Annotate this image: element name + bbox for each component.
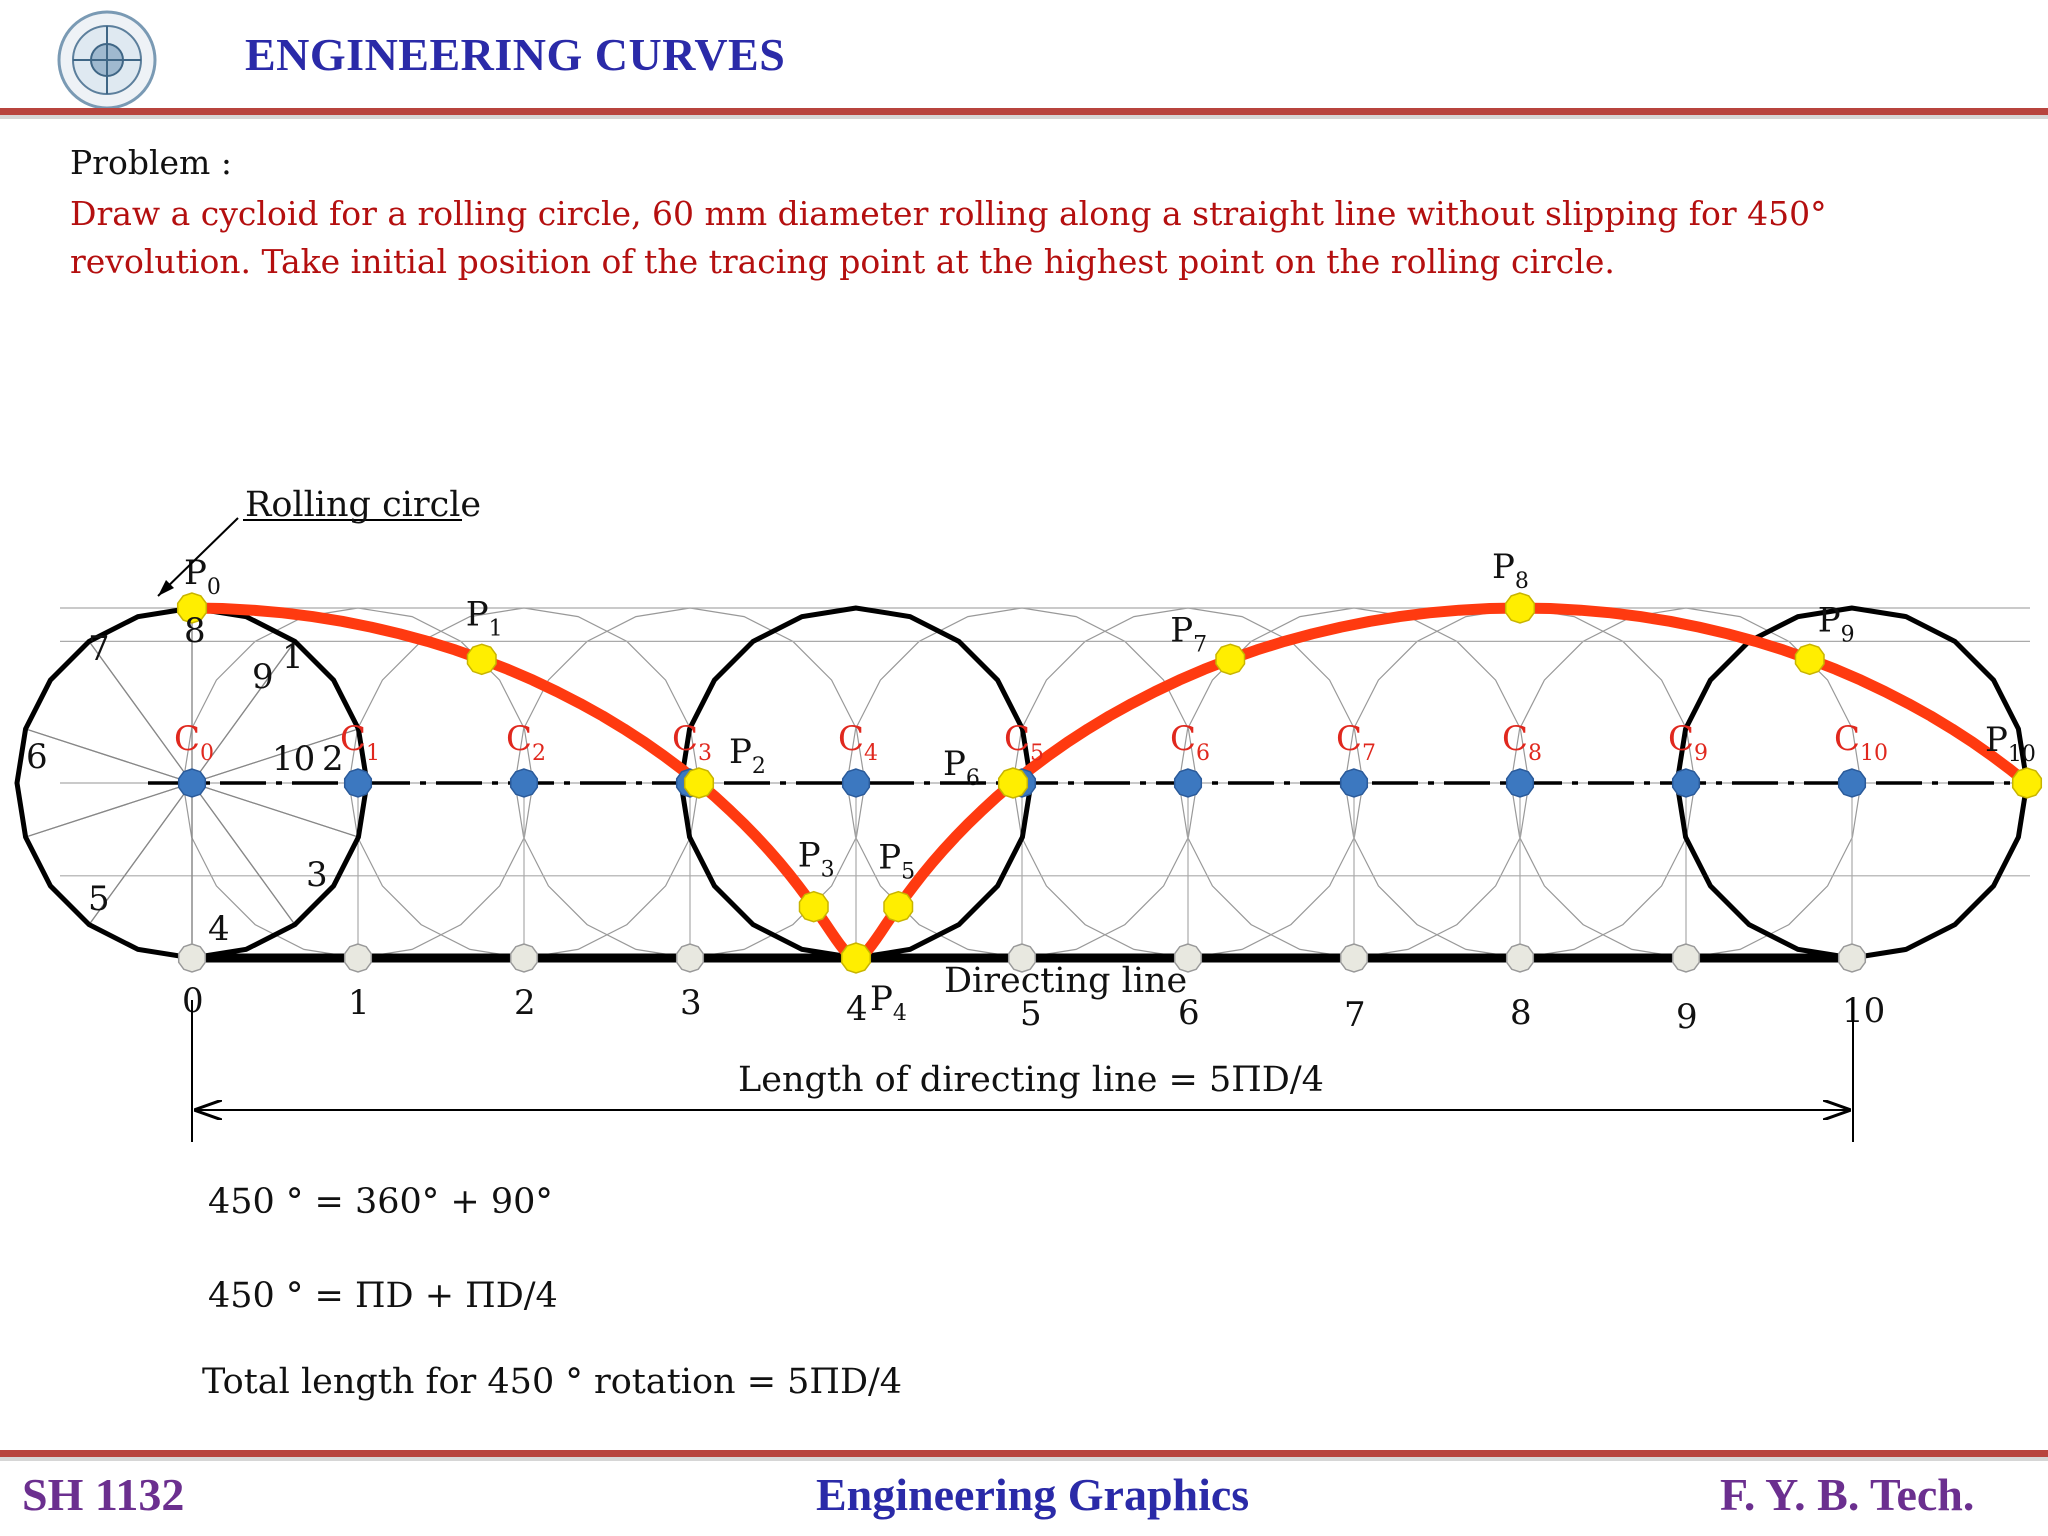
centre-dot-1 bbox=[343, 768, 373, 798]
problem-heading: Problem : bbox=[70, 143, 232, 182]
tracing-point-dot-5 bbox=[883, 890, 914, 923]
institute-logo bbox=[57, 10, 157, 110]
centre-label-8: C8 bbox=[1502, 719, 1542, 766]
tracing-point-dot-1 bbox=[466, 643, 497, 676]
point-label-5: P5 bbox=[878, 838, 915, 885]
base-division-dot-0 bbox=[177, 943, 207, 973]
leader-arrow-head bbox=[158, 580, 174, 596]
point-label-10: P10 bbox=[1985, 720, 2036, 767]
point-label-1: P1 bbox=[466, 594, 503, 641]
centre-dot-0 bbox=[177, 768, 207, 798]
line-division-label-5: 5 bbox=[1020, 994, 1042, 1034]
point-label-9: P9 bbox=[1818, 600, 1855, 647]
tracing-point-dot-0 bbox=[176, 592, 208, 624]
directing-line-label: Directing line bbox=[944, 961, 1187, 1001]
circle-division-label-6: 6 bbox=[26, 737, 48, 777]
page-title: ENGINEERING CURVES bbox=[245, 29, 786, 80]
base-division-dot-5 bbox=[1007, 943, 1037, 973]
equation-2: 450 ° = ΠD + ΠD/4 bbox=[208, 1276, 558, 1316]
equation-1: 450 ° = 360° + 90° bbox=[208, 1182, 553, 1222]
centre-dot-2 bbox=[509, 768, 539, 798]
header-divider bbox=[0, 108, 2048, 115]
centre-dot-6 bbox=[1173, 768, 1203, 798]
line-division-label-8: 8 bbox=[1510, 993, 1532, 1033]
circle-division-label-8: 8 bbox=[184, 611, 206, 651]
tracing-point-dot-9 bbox=[1794, 643, 1825, 676]
centre-label-3: C3 bbox=[672, 719, 712, 766]
tracing-point-dot-10 bbox=[2011, 767, 2043, 799]
centre-label-0: C0 bbox=[174, 719, 214, 766]
circle-division-label-10: 10 bbox=[272, 739, 315, 779]
base-division-dot-2 bbox=[509, 943, 539, 973]
centre-label-9: C9 bbox=[1668, 719, 1708, 766]
marker-dots bbox=[176, 592, 2043, 974]
tracing-point-dot-8 bbox=[1504, 592, 1536, 624]
footer-divider bbox=[0, 1450, 2048, 1457]
equation-3: Total length for 450 ° rotation = 5ΠD/4 bbox=[202, 1362, 903, 1402]
centre-dot-8 bbox=[1505, 768, 1535, 798]
point-label-8: P8 bbox=[1492, 547, 1529, 594]
centre-dot-4 bbox=[841, 768, 871, 798]
diagram-labels: C0 C1 C2 C3 C4 C5 C6 C7 C8 C9 C10 P0 P1 P2 P3 P4 P5 P6 P7 P… bbox=[26, 547, 2036, 1037]
circle-division-label-5: 5 bbox=[88, 879, 110, 919]
circle-division-label-7: 7 bbox=[88, 629, 110, 669]
circle-division-label-9: 9 bbox=[252, 657, 274, 697]
problem-statement: Draw a cycloid for a rolling circle, 60 … bbox=[70, 194, 1827, 281]
tracing-point-dot-7 bbox=[1215, 643, 1246, 676]
rolling-circle-label: Rolling circle bbox=[245, 485, 481, 525]
line-division-label-2: 2 bbox=[514, 983, 536, 1023]
centre-dot-9 bbox=[1671, 768, 1701, 798]
circle-division-label-4: 4 bbox=[208, 909, 230, 949]
point-label-6: P6 bbox=[943, 744, 980, 791]
base-division-dot-8 bbox=[1505, 943, 1535, 973]
tracing-point-dot-3 bbox=[798, 890, 829, 923]
length-label: Length of directing line = 5ΠD/4 bbox=[738, 1060, 1324, 1100]
point-label-7: P7 bbox=[1170, 610, 1207, 657]
point-label-2: P2 bbox=[729, 732, 766, 779]
centre-dot-10 bbox=[1837, 768, 1867, 798]
tracing-point-dot-6 bbox=[997, 767, 1029, 799]
centre-label-10: C10 bbox=[1834, 719, 1888, 766]
base-division-dot-10 bbox=[1837, 943, 1867, 973]
centre-dot-7 bbox=[1339, 768, 1369, 798]
rolling-circle-leader bbox=[157, 517, 239, 597]
base-division-dot-6 bbox=[1173, 943, 1203, 973]
line-division-label-3: 3 bbox=[680, 983, 702, 1023]
line-division-label-1: 1 bbox=[348, 983, 370, 1023]
circle-division-label-1: 1 bbox=[282, 637, 304, 677]
centre-label-1: C1 bbox=[340, 719, 380, 766]
centre-label-7: C7 bbox=[1336, 719, 1376, 766]
point-label-0: P0 bbox=[184, 553, 221, 600]
centre-label-2: C2 bbox=[506, 719, 546, 766]
centre-label-5: C5 bbox=[1004, 719, 1044, 766]
tracing-point-dot-2 bbox=[683, 767, 715, 799]
base-division-dot-1 bbox=[343, 943, 373, 973]
centre-label-4: C4 bbox=[838, 719, 878, 766]
footer-course-code: SH 1132 bbox=[22, 1469, 185, 1520]
point-label-4: P4 bbox=[870, 979, 907, 1026]
tracing-point-dot-4 bbox=[840, 942, 872, 974]
line-division-label-10: 10 bbox=[1842, 991, 1885, 1031]
circle-division-label-3: 3 bbox=[306, 855, 328, 895]
line-division-label-7: 7 bbox=[1344, 995, 1366, 1035]
footer-class: F. Y. B. Tech. bbox=[1720, 1469, 1975, 1520]
line-division-label-9: 9 bbox=[1676, 997, 1698, 1037]
centre-label-6: C6 bbox=[1170, 719, 1210, 766]
circle-division-label-2: 2 bbox=[322, 739, 344, 779]
line-division-label-6: 6 bbox=[1178, 993, 1200, 1033]
base-division-dot-9 bbox=[1671, 943, 1701, 973]
line-division-label-4: 4 bbox=[846, 989, 868, 1029]
base-division-dot-7 bbox=[1339, 943, 1369, 973]
base-division-dot-3 bbox=[675, 943, 705, 973]
footer-subject: Engineering Graphics bbox=[816, 1469, 1250, 1520]
point-label-3: P3 bbox=[798, 836, 835, 883]
